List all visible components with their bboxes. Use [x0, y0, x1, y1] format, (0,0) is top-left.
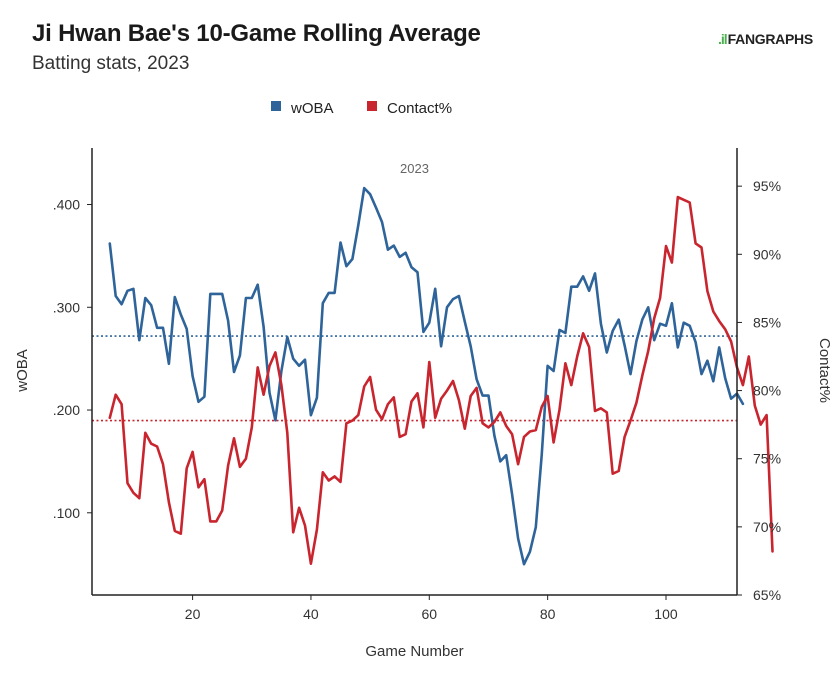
series-line-contact	[108, 195, 774, 566]
x-tick-label: 60	[422, 606, 438, 622]
y-left-tick-label: .300	[53, 299, 80, 315]
y-right-tick-label: 65%	[753, 587, 781, 603]
y-right-tick-label: 90%	[753, 246, 781, 262]
y-left-tick-label: .200	[53, 402, 80, 418]
series-lines	[108, 186, 774, 566]
fangraphs-logo-text: FANGRAPHS	[727, 31, 814, 47]
y-axis-right-title: Contact%	[816, 338, 833, 403]
legend-swatch	[367, 101, 377, 111]
y-right-tick-label: 70%	[753, 519, 781, 535]
fangraphs-logo: .il FANGRAPHS	[718, 31, 813, 47]
legend-label: Contact%	[387, 100, 452, 117]
x-axis-title: Game Number	[365, 643, 463, 660]
series-line-woba	[108, 186, 745, 566]
y-right-tick-label: 95%	[753, 178, 781, 194]
legend-swatch	[271, 101, 281, 111]
y-right-tick-label: 80%	[753, 383, 781, 399]
panel-label: 2023	[400, 161, 429, 176]
chart-title: Ji Hwan Bae's 10-Game Rolling Average	[32, 20, 481, 47]
y-right-tick-label: 75%	[753, 451, 781, 467]
legend: wOBA Contact%	[271, 100, 452, 117]
x-tick-label: 20	[185, 606, 201, 622]
x-tick-label: 80	[540, 606, 556, 622]
chart-subtitle: Batting stats, 2023	[32, 53, 190, 74]
x-tick-label: 40	[303, 606, 319, 622]
y-left-tick-label: .400	[53, 197, 80, 213]
legend-label: wOBA	[290, 100, 334, 117]
y-left-tick-label: .100	[53, 505, 80, 521]
axes: .100 .200 .300 .400 65% 70% 75% 80% 85% 90% 95% 20 4…	[14, 148, 833, 660]
fangraphs-logo-icon: .il	[718, 31, 728, 47]
x-tick-label: 100	[654, 606, 678, 622]
y-axis-left-title: wOBA	[14, 349, 31, 393]
y-right-tick-label: 85%	[753, 314, 781, 330]
